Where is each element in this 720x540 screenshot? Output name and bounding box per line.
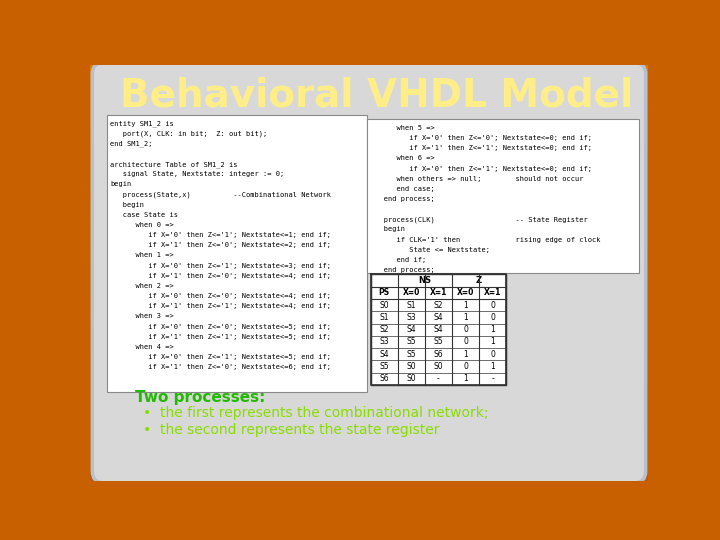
Text: case State is: case State is xyxy=(110,212,178,218)
Text: 1: 1 xyxy=(490,362,495,371)
Text: S5: S5 xyxy=(433,338,444,347)
Text: if X='1' then Z<='0'; Nextstate<=6; end if;: if X='1' then Z<='0'; Nextstate<=6; end … xyxy=(110,364,331,370)
Text: 1: 1 xyxy=(463,374,468,383)
Text: Two processes:: Two processes: xyxy=(135,390,266,405)
FancyBboxPatch shape xyxy=(367,119,639,273)
Text: 0: 0 xyxy=(490,350,495,359)
Text: S5: S5 xyxy=(406,338,416,347)
Text: end if;: end if; xyxy=(371,257,426,263)
Text: S0: S0 xyxy=(379,301,389,309)
Text: S5: S5 xyxy=(406,350,416,359)
Text: end SM1_2;: end SM1_2; xyxy=(110,140,153,147)
Text: S1: S1 xyxy=(379,313,389,322)
Text: X=1: X=1 xyxy=(484,288,501,297)
Text: process(CLK)                   -- State Register: process(CLK) -- State Register xyxy=(371,217,588,223)
Text: S0: S0 xyxy=(433,362,444,371)
FancyBboxPatch shape xyxy=(107,115,366,392)
Text: S6: S6 xyxy=(379,374,389,383)
Text: if X='1' then Z<='1'; Nextstate<=0; end if;: if X='1' then Z<='1'; Nextstate<=0; end … xyxy=(371,145,592,151)
Text: if X='0' then Z<='1'; Nextstate<=3; end if;: if X='0' then Z<='1'; Nextstate<=3; end … xyxy=(110,262,331,268)
Text: S0: S0 xyxy=(406,374,416,383)
Text: •  the first represents the combinational network;: • the first represents the combinational… xyxy=(143,406,488,420)
Text: S4: S4 xyxy=(379,350,389,359)
Text: X=0: X=0 xyxy=(402,288,420,297)
Text: S4: S4 xyxy=(433,313,444,322)
Text: S6: S6 xyxy=(433,350,444,359)
Text: X=1: X=1 xyxy=(430,288,447,297)
Text: architecture Table of SM1_2 is: architecture Table of SM1_2 is xyxy=(110,161,238,167)
Text: 0: 0 xyxy=(463,362,468,371)
Bar xyxy=(371,274,506,385)
Text: end case;: end case; xyxy=(371,186,434,192)
Text: when 0 =>: when 0 => xyxy=(110,222,174,228)
Text: S2: S2 xyxy=(379,325,389,334)
Text: when 3 =>: when 3 => xyxy=(110,313,174,319)
Text: if X='0' then Z<='1'; Nextstate<=1; end if;: if X='0' then Z<='1'; Nextstate<=1; end … xyxy=(110,232,331,238)
Text: when 4 =>: when 4 => xyxy=(110,344,174,350)
Text: 1: 1 xyxy=(490,338,495,347)
Text: if X='1' then Z<='1'; Nextstate<=4; end if;: if X='1' then Z<='1'; Nextstate<=4; end … xyxy=(110,303,331,309)
Text: when 6 =>: when 6 => xyxy=(371,156,434,161)
Text: if X='1' then Z<='1'; Nextstate<=5; end if;: if X='1' then Z<='1'; Nextstate<=5; end … xyxy=(110,334,331,340)
Text: if X='0' then Z<='0'; Nextstate<=0; end if;: if X='0' then Z<='0'; Nextstate<=0; end … xyxy=(371,135,592,141)
Text: when others => null;        should not occur: when others => null; should not occur xyxy=(371,176,583,181)
Text: when 1 =>: when 1 => xyxy=(110,252,174,258)
Text: -: - xyxy=(437,374,440,383)
Text: Behavioral VHDL Model: Behavioral VHDL Model xyxy=(120,77,634,114)
Text: State <= Nextstate;: State <= Nextstate; xyxy=(371,247,490,253)
Text: 0: 0 xyxy=(463,338,468,347)
Text: PS: PS xyxy=(379,288,390,297)
Text: if X='0' then Z<='1'; Nextstate<=5; end if;: if X='0' then Z<='1'; Nextstate<=5; end … xyxy=(110,354,331,360)
Text: S3: S3 xyxy=(379,338,389,347)
Text: if X='0' then Z<='0'; Nextstate<=5; end if;: if X='0' then Z<='0'; Nextstate<=5; end … xyxy=(110,323,331,329)
Text: S2: S2 xyxy=(433,301,443,309)
Text: process(State,x)          --Combinational Network: process(State,x) --Combinational Network xyxy=(110,191,331,198)
Text: if X='1' then Z<='0'; Nextstate<=2; end if;: if X='1' then Z<='0'; Nextstate<=2; end … xyxy=(110,242,331,248)
Text: S1: S1 xyxy=(407,301,416,309)
Text: S3: S3 xyxy=(406,313,416,322)
Text: begin: begin xyxy=(110,181,132,187)
Text: X=0: X=0 xyxy=(456,288,474,297)
Text: NS: NS xyxy=(418,276,431,285)
Text: S4: S4 xyxy=(406,325,416,334)
Text: 0: 0 xyxy=(490,301,495,309)
Text: -: - xyxy=(491,374,494,383)
FancyBboxPatch shape xyxy=(92,63,646,483)
Text: begin: begin xyxy=(371,226,405,233)
Text: 0: 0 xyxy=(490,313,495,322)
Text: S5: S5 xyxy=(379,362,389,371)
Text: Z: Z xyxy=(476,276,482,285)
Text: if X='0' then Z<='0'; Nextstate<=4; end if;: if X='0' then Z<='0'; Nextstate<=4; end … xyxy=(110,293,331,299)
Text: end Table;: end Table; xyxy=(371,278,413,284)
Text: 1: 1 xyxy=(490,325,495,334)
Text: end process;: end process; xyxy=(371,196,434,202)
Text: 1: 1 xyxy=(463,350,468,359)
Text: •  the second represents the state register: • the second represents the state regist… xyxy=(143,423,439,437)
Text: begin: begin xyxy=(110,201,144,207)
Text: port(X, CLK: in bit;  Z: out bit);: port(X, CLK: in bit; Z: out bit); xyxy=(110,130,267,137)
Text: S4: S4 xyxy=(433,325,444,334)
Text: entity SM1_2 is: entity SM1_2 is xyxy=(110,120,174,127)
Text: if CLK='1' then             rising edge of clock: if CLK='1' then rising edge of clock xyxy=(371,237,600,242)
Text: when 2 =>: when 2 => xyxy=(110,283,174,289)
Text: if X='0' then Z<='1'; Nextstate<=0; end if;: if X='0' then Z<='1'; Nextstate<=0; end … xyxy=(371,166,592,172)
Text: end process;: end process; xyxy=(371,267,434,273)
Text: signal State, Nextstate: integer := 0;: signal State, Nextstate: integer := 0; xyxy=(110,171,284,177)
Text: 1: 1 xyxy=(463,301,468,309)
Text: if X='1' then Z<='0'; Nextstate<=4; end if;: if X='1' then Z<='0'; Nextstate<=4; end … xyxy=(110,273,331,279)
Text: when 5 =>: when 5 => xyxy=(371,125,434,131)
Text: S0: S0 xyxy=(406,362,416,371)
Text: 1: 1 xyxy=(463,313,468,322)
Text: 0: 0 xyxy=(463,325,468,334)
